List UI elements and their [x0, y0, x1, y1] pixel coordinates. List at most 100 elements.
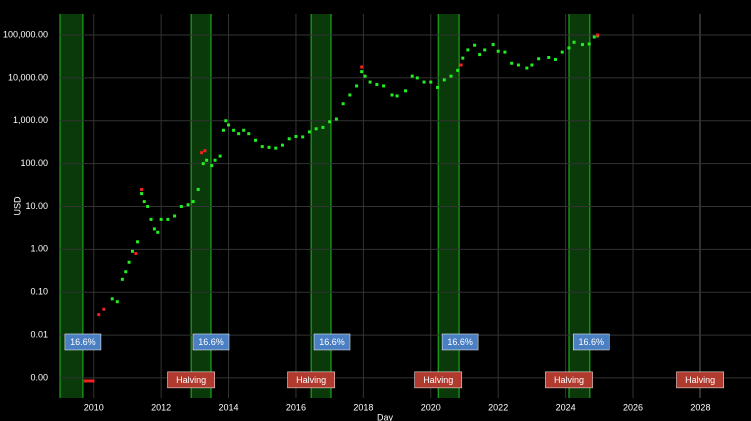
point [120, 277, 124, 281]
point [205, 158, 209, 162]
y-tick-label: 1,000.00 [13, 115, 48, 125]
annotation-text: 16.6% [319, 337, 345, 347]
annotation-text: 16.6% [70, 337, 96, 347]
annotation-box [167, 371, 215, 389]
point [203, 149, 207, 153]
point [218, 154, 222, 158]
point [456, 68, 460, 72]
point [382, 84, 386, 88]
point [115, 300, 119, 304]
point [287, 137, 291, 141]
y-axis-label: USD [12, 196, 22, 216]
point [267, 145, 271, 149]
point [404, 89, 407, 93]
x-tick-label: 2014 [219, 402, 239, 412]
point [179, 204, 183, 208]
point [334, 117, 338, 121]
point [232, 128, 236, 132]
point [307, 130, 311, 134]
annotation-text: 16.6% [198, 337, 224, 347]
y-tick-label: 1.00 [30, 244, 48, 254]
point [348, 93, 352, 97]
point [83, 379, 87, 383]
point [442, 78, 446, 82]
annotation-text: Halving [685, 375, 715, 385]
point [97, 313, 101, 317]
point [483, 48, 487, 52]
y-tick-label: 100.00 [20, 158, 48, 168]
point [213, 158, 217, 162]
point [537, 57, 541, 61]
point [592, 35, 596, 39]
point [395, 94, 399, 98]
annotation-text: Halving [296, 375, 326, 385]
point [260, 145, 264, 149]
point [491, 43, 495, 47]
point [516, 63, 520, 67]
y-tick-label: 100,000.00 [3, 29, 48, 39]
point [410, 74, 414, 78]
x-tick-label: 2024 [556, 402, 576, 412]
point [355, 84, 359, 88]
point [166, 217, 170, 221]
point [136, 240, 140, 244]
y-tick-label: 0.10 [30, 287, 48, 297]
point [146, 204, 150, 208]
point [478, 53, 482, 57]
point [142, 200, 146, 204]
point [237, 132, 241, 136]
point [224, 119, 228, 123]
point [88, 379, 92, 383]
point [422, 80, 426, 84]
point [390, 93, 394, 97]
point [196, 187, 200, 191]
y-tick-label: 0.01 [30, 329, 48, 339]
point [321, 125, 325, 129]
point [91, 379, 95, 383]
point [436, 85, 440, 89]
point [186, 203, 190, 207]
point [567, 46, 571, 50]
point [173, 214, 177, 218]
point [572, 40, 576, 44]
x-axis-label: Day [377, 412, 394, 421]
point [254, 138, 258, 142]
point [314, 127, 318, 131]
point [459, 63, 463, 67]
point [341, 102, 345, 106]
x-tick-label: 2018 [353, 402, 373, 412]
x-tick-label: 2012 [151, 402, 171, 412]
y-tick-label: 10,000.00 [8, 72, 48, 82]
point [274, 146, 278, 150]
point [328, 120, 332, 124]
point [280, 143, 284, 147]
point [503, 50, 507, 54]
annotation-text: Halving [176, 375, 206, 385]
point [221, 128, 225, 132]
point [473, 43, 477, 47]
point [360, 70, 364, 74]
point [152, 227, 156, 231]
point [360, 65, 364, 69]
point [210, 164, 214, 168]
point [415, 76, 419, 80]
annotation-text: 16.6% [578, 337, 604, 347]
point [461, 56, 465, 60]
x-tick-label: 2010 [84, 402, 104, 412]
point [596, 33, 600, 37]
point [86, 379, 90, 383]
point [102, 307, 106, 311]
annotation-text: Halving [423, 375, 453, 385]
point [375, 83, 379, 87]
point [200, 151, 204, 155]
x-tick-label: 2020 [421, 402, 441, 412]
point [149, 217, 153, 221]
point [110, 297, 114, 301]
point [580, 43, 584, 47]
annotation-box [192, 333, 230, 351]
x-tick-label: 2016 [286, 402, 306, 412]
x-tick-label: 2028 [690, 402, 710, 412]
annotation-text: Halving [554, 375, 584, 385]
